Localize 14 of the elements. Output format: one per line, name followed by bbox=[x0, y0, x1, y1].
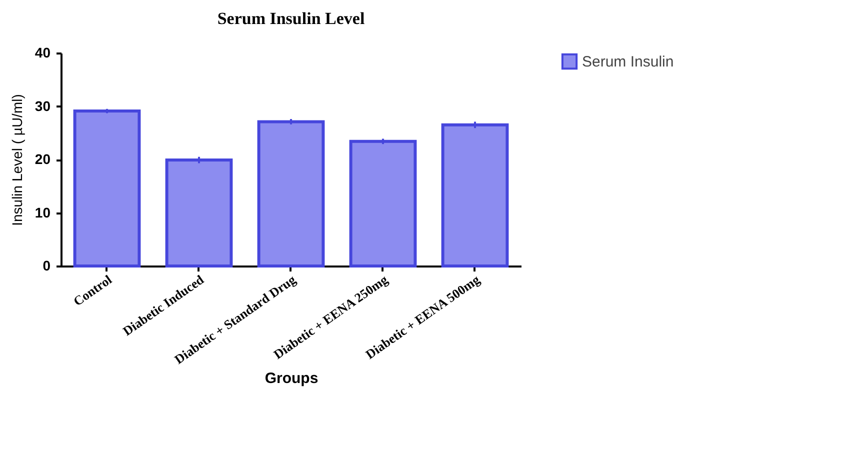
y-tick-label: 10 bbox=[34, 204, 51, 220]
x-axis-title: Groups bbox=[264, 370, 318, 387]
chart-title: Serum Insulin Level bbox=[217, 9, 365, 28]
y-tick-label: 40 bbox=[34, 44, 51, 60]
y-tick-label: 20 bbox=[34, 151, 51, 167]
bar bbox=[73, 110, 141, 268]
legend-label: Serum Insulin bbox=[582, 54, 674, 70]
y-axis-title: Insulin Level ( µU/ml) bbox=[8, 94, 25, 226]
y-tick-label: 0 bbox=[42, 258, 51, 274]
bar bbox=[257, 120, 325, 268]
bar bbox=[349, 140, 417, 268]
y-tick-label: 30 bbox=[34, 98, 51, 114]
bar bbox=[165, 158, 233, 268]
bar bbox=[441, 123, 509, 268]
